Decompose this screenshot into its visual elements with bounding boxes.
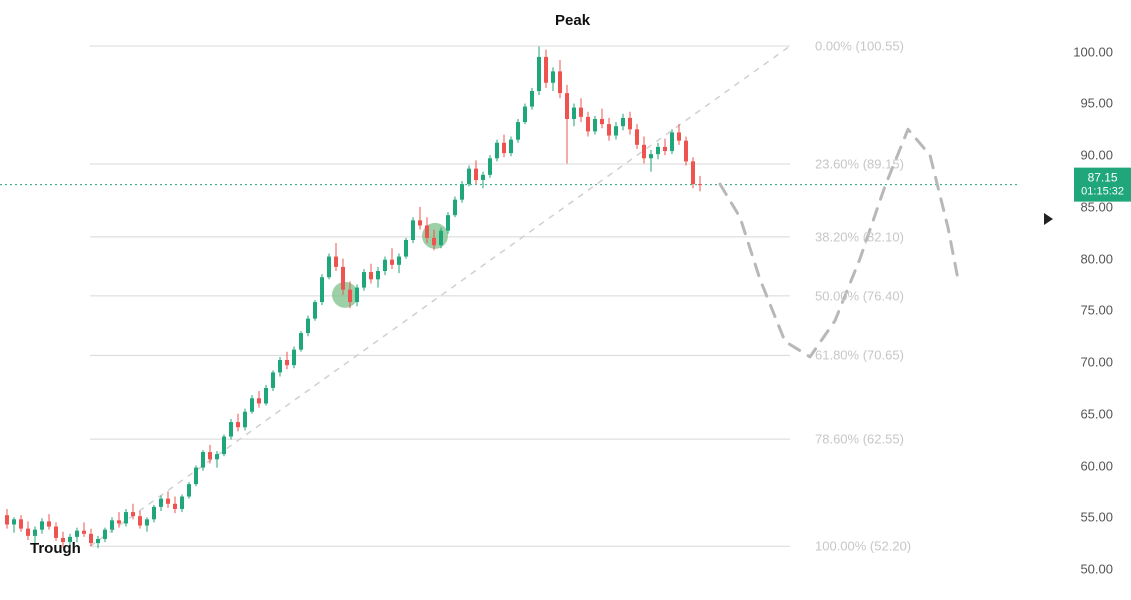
y-axis-tick: 90.00 (1080, 148, 1113, 163)
fib-level-label: 61.80% (70.65) (815, 348, 904, 363)
y-axis-tick: 75.00 (1080, 303, 1113, 318)
peak-label: Peak (555, 12, 590, 29)
y-axis-tick: 55.00 (1080, 510, 1113, 525)
y-axis-tick: 60.00 (1080, 458, 1113, 473)
y-axis-tick: 100.00 (1073, 44, 1113, 59)
fib-level-label: 38.20% (82.10) (815, 229, 904, 244)
trough-label: Trough (30, 540, 81, 557)
y-axis-tick: 50.00 (1080, 561, 1113, 576)
chart-container[interactable]: 0.00% (100.55) 23.60% (89.15) 38.20% (82.1… (0, 0, 1131, 600)
play-arrow-icon[interactable] (1044, 213, 1053, 225)
countdown-timer: 01:15:32 (1081, 185, 1124, 199)
fib-level-label: 0.00% (100.55) (815, 39, 904, 54)
y-axis-tick: 80.00 (1080, 251, 1113, 266)
candlestick-chart[interactable] (0, 0, 1131, 600)
y-axis-tick: 70.00 (1080, 355, 1113, 370)
fib-level-label: 23.60% (89.15) (815, 156, 904, 171)
y-axis-tick: 95.00 (1080, 96, 1113, 111)
current-price-tag: 87.1501:15:32 (1074, 167, 1131, 202)
fib-level-label: 100.00% (52.20) (815, 539, 911, 554)
y-axis-tick: 65.00 (1080, 406, 1113, 421)
fib-level-label: 78.60% (62.55) (815, 432, 904, 447)
current-price-value: 87.15 (1088, 170, 1118, 184)
fib-level-label: 50.00% (76.40) (815, 288, 904, 303)
